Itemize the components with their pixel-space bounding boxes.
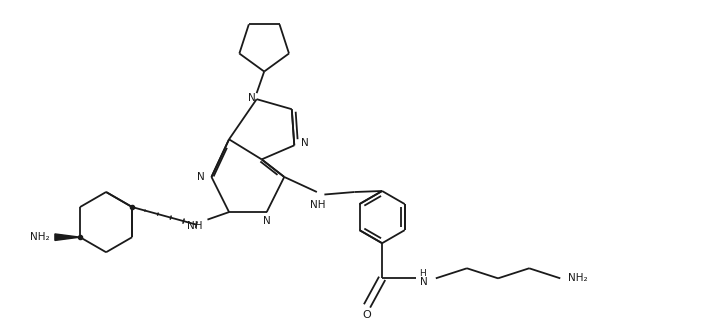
Text: N: N [196, 172, 204, 182]
Text: N: N [420, 277, 427, 287]
Polygon shape [55, 234, 80, 240]
Text: NH₂: NH₂ [568, 273, 587, 283]
Text: NH: NH [187, 221, 203, 230]
Text: H: H [419, 269, 426, 278]
Text: N: N [248, 93, 256, 103]
Text: NH₂: NH₂ [30, 232, 50, 242]
Text: N: N [263, 216, 270, 226]
Text: O: O [363, 310, 372, 320]
Text: N: N [301, 138, 309, 148]
Text: NH: NH [310, 200, 326, 210]
